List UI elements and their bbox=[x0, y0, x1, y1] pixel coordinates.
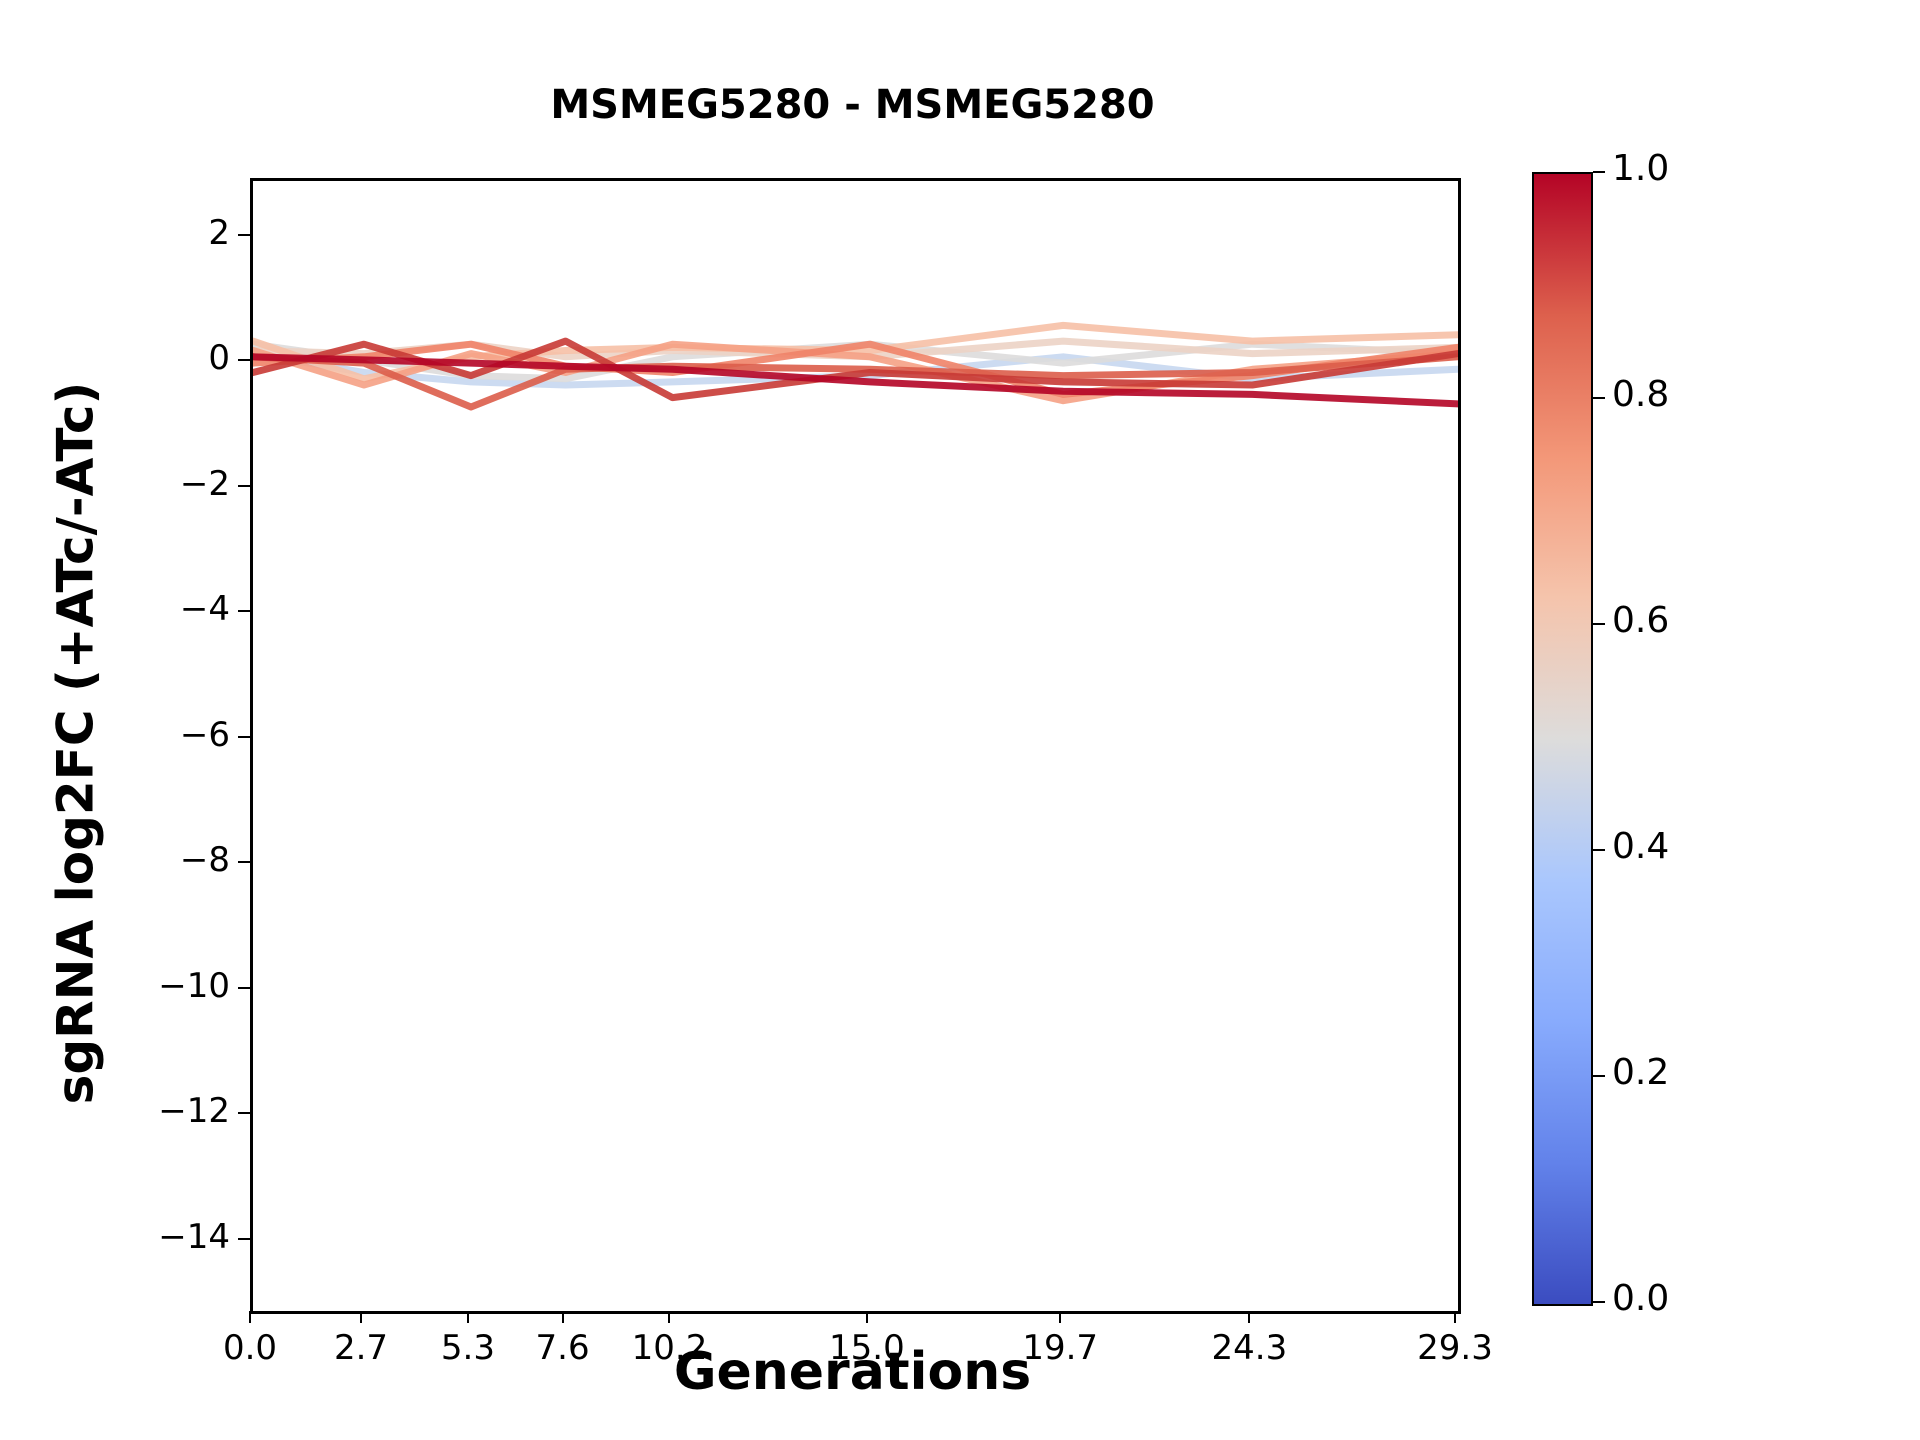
colorbar-tick-mark bbox=[1593, 623, 1605, 625]
colorbar-tick-mark bbox=[1593, 1301, 1605, 1303]
plot-area bbox=[250, 178, 1461, 1314]
x-tick-label: 10.2 bbox=[631, 1328, 708, 1368]
y-tick-label: −4 bbox=[179, 589, 230, 630]
y-tick-mark bbox=[238, 233, 250, 236]
y-tick-label: −10 bbox=[158, 965, 230, 1006]
series-line bbox=[253, 337, 1458, 402]
x-tick-label: 15.0 bbox=[829, 1328, 905, 1368]
y-tick-label: −6 bbox=[179, 714, 230, 755]
chart-title: MSMEG5280 - MSMEG5280 bbox=[550, 82, 1155, 128]
x-tick-mark bbox=[1248, 1311, 1251, 1323]
x-tick-label: 7.6 bbox=[535, 1328, 590, 1368]
x-tick-label: 0.0 bbox=[222, 1328, 278, 1368]
x-tick-mark bbox=[1059, 1311, 1062, 1323]
y-tick-mark bbox=[238, 861, 250, 864]
y-tick-mark bbox=[238, 735, 250, 738]
y-tick-label: −12 bbox=[158, 1091, 230, 1132]
x-tick-mark bbox=[865, 1311, 868, 1323]
x-tick-mark bbox=[561, 1311, 564, 1323]
x-tick-mark bbox=[466, 1311, 469, 1323]
y-tick-label: 0 bbox=[208, 338, 230, 379]
colorbar-tick-mark bbox=[1593, 171, 1605, 173]
y-tick-mark bbox=[238, 484, 250, 487]
x-tick-mark bbox=[249, 1311, 251, 1323]
colorbar-tick-label: 1.0 bbox=[1612, 148, 1670, 189]
colorbar-tick-label: 0.6 bbox=[1612, 600, 1670, 641]
colorbar-tick-label: 0.8 bbox=[1612, 374, 1670, 415]
colorbar-tick-label: 0.2 bbox=[1612, 1052, 1670, 1093]
x-tick-label: 29.3 bbox=[1417, 1328, 1493, 1368]
y-tick-mark bbox=[238, 1112, 250, 1115]
y-tick-label: 2 bbox=[208, 212, 230, 253]
colorbar-tick-mark bbox=[1593, 1075, 1605, 1077]
colorbar-tick-label: 0.4 bbox=[1612, 826, 1670, 867]
y-tick-mark bbox=[238, 610, 250, 613]
colorbar-tick-mark bbox=[1593, 849, 1605, 851]
x-tick-mark bbox=[668, 1311, 671, 1323]
y-axis-label: sgRNA log2FC (+ATc/-ATc) bbox=[46, 381, 105, 1105]
y-tick-mark bbox=[238, 359, 250, 362]
x-tick-label: 19.7 bbox=[1022, 1328, 1099, 1368]
x-tick-label: 2.7 bbox=[333, 1328, 389, 1368]
y-tick-label: −8 bbox=[179, 840, 230, 881]
x-axis-label: Generations bbox=[673, 1342, 1032, 1402]
y-tick-label: −2 bbox=[179, 463, 230, 504]
plot-lines-svg bbox=[253, 321, 1458, 411]
colorbar-tick-mark bbox=[1593, 397, 1605, 399]
colorbar bbox=[1532, 172, 1593, 1306]
y-tick-mark bbox=[238, 1237, 250, 1240]
colorbar-tick-label: 0.0 bbox=[1612, 1278, 1670, 1319]
series-line bbox=[253, 353, 1458, 408]
x-tick-mark bbox=[1454, 1311, 1456, 1323]
y-tick-mark bbox=[238, 986, 250, 989]
x-tick-label: 24.3 bbox=[1211, 1328, 1288, 1368]
x-tick-label: 5.3 bbox=[440, 1328, 495, 1368]
x-tick-mark bbox=[360, 1311, 363, 1323]
y-tick-label: −14 bbox=[158, 1216, 230, 1257]
